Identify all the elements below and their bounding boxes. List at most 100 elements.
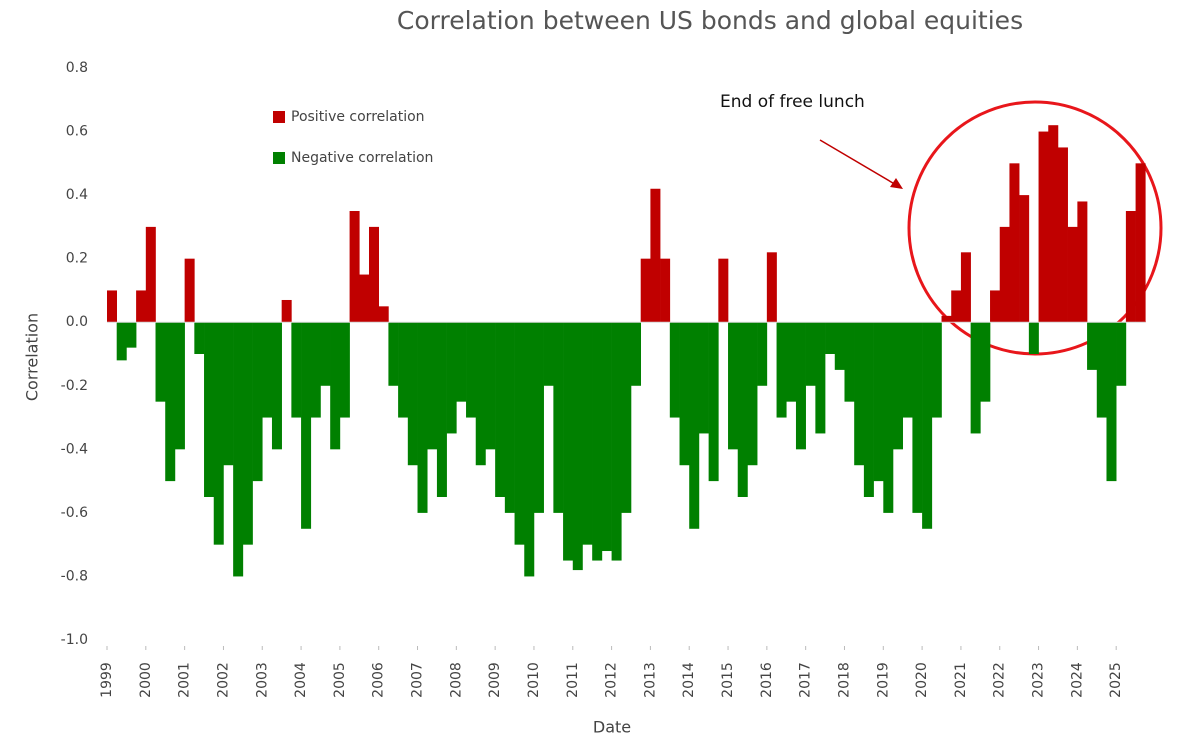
area-segment [844, 322, 855, 402]
area-segment [417, 322, 428, 513]
annotation: End of free lunch [720, 92, 865, 112]
area-segment [1125, 211, 1136, 323]
chart-title: Correlation between US bonds and global … [397, 6, 1023, 35]
x-tick-label: 2008 [448, 662, 464, 698]
area-segment [233, 322, 244, 577]
area-segment [155, 322, 166, 402]
area-segment [931, 322, 942, 418]
area-segment [1067, 226, 1078, 323]
area-segment [330, 322, 341, 450]
area-segment [980, 322, 991, 402]
area-segment [854, 322, 865, 466]
area-segment [504, 322, 515, 513]
area-segment [922, 322, 933, 529]
area-segment [194, 322, 205, 354]
x-tick-label: 2007 [410, 662, 426, 698]
area-segment [1038, 131, 1049, 323]
area-segment [184, 258, 195, 323]
area-segment [339, 322, 350, 418]
area-segment [466, 322, 477, 418]
area-segment [436, 322, 447, 497]
x-tick-label: 2001 [177, 662, 193, 698]
area-segment [1096, 322, 1107, 418]
annotation-arrow [819, 139, 899, 187]
area-segment [213, 322, 224, 545]
y-tick-label: 0.6 [66, 124, 88, 140]
x-tick-label: 2019 [875, 662, 891, 698]
area-segment [640, 258, 651, 323]
area-segment [660, 258, 671, 323]
area-segment [378, 306, 389, 323]
area-segment [563, 322, 574, 561]
x-axis-label: Date [593, 718, 631, 737]
area-segment [679, 322, 690, 466]
area-segment [786, 322, 797, 402]
x-tick-label: 2014 [681, 662, 697, 698]
area-segment [582, 322, 593, 545]
y-tick-label: 0.8 [66, 60, 88, 76]
area-segment [941, 315, 952, 323]
area-segment [145, 226, 156, 323]
y-tick-label: -0.6 [61, 505, 88, 521]
arrow-head [890, 178, 903, 189]
y-tick-label: -0.8 [61, 568, 88, 584]
x-tick-label: 2011 [565, 662, 581, 698]
x-tick-label: 2025 [1108, 662, 1124, 698]
area-segment [951, 290, 962, 323]
x-tick-label: 2009 [487, 662, 503, 698]
area-segment [698, 322, 709, 434]
area-segment [495, 322, 506, 497]
x-tick-label: 2003 [254, 662, 270, 698]
x-tick-label: 1999 [99, 662, 115, 698]
area-segment [766, 252, 777, 323]
area-segment [1106, 322, 1117, 482]
y-tick-label: 0.0 [66, 314, 88, 330]
x-tick-label: 2006 [371, 662, 387, 698]
area-segment [795, 322, 806, 450]
x-tick-label: 2013 [642, 662, 658, 698]
area-segment [960, 252, 971, 323]
area-segment [669, 322, 680, 418]
x-tick-label: 2020 [914, 662, 930, 698]
area-segment [1077, 201, 1088, 323]
area-segment [902, 322, 913, 418]
x-tick-label: 2021 [953, 662, 969, 698]
area-segment [631, 322, 642, 386]
area-segment [572, 322, 583, 571]
area-segment [650, 188, 661, 323]
area-segment [349, 211, 360, 323]
x-tick-label: 2002 [215, 662, 231, 698]
area-segment [970, 322, 981, 434]
area-segment [543, 322, 554, 386]
area-segment [223, 322, 234, 466]
area-segment [747, 322, 758, 466]
area-segment [475, 322, 486, 466]
area-segment [369, 226, 380, 323]
area-segment [407, 322, 418, 466]
y-tick-label: -0.4 [61, 441, 88, 457]
area-segment [310, 322, 321, 418]
area-segment [611, 322, 622, 561]
area-segment [485, 322, 496, 450]
area-segment [427, 322, 438, 450]
area-segment [825, 322, 836, 354]
legend-label: Negative correlation [291, 150, 433, 166]
y-tick-label: -0.2 [61, 378, 88, 394]
area-segment [912, 322, 923, 513]
area-segment [1009, 163, 1020, 323]
area-segment [863, 322, 874, 497]
area-segment [621, 322, 632, 513]
area-segment [883, 322, 894, 513]
x-tick-label: 2024 [1069, 662, 1085, 698]
x-tick-label: 2004 [293, 662, 309, 698]
area-segment [524, 322, 535, 577]
area-segment [553, 322, 564, 513]
x-tick-label: 2015 [720, 662, 736, 698]
y-tick-label: -1.0 [61, 632, 88, 648]
area-segment [728, 322, 739, 450]
area-segment [174, 322, 185, 450]
legend-label: Positive correlation [291, 109, 425, 125]
area-segment [262, 322, 273, 418]
area-segment [815, 322, 826, 434]
